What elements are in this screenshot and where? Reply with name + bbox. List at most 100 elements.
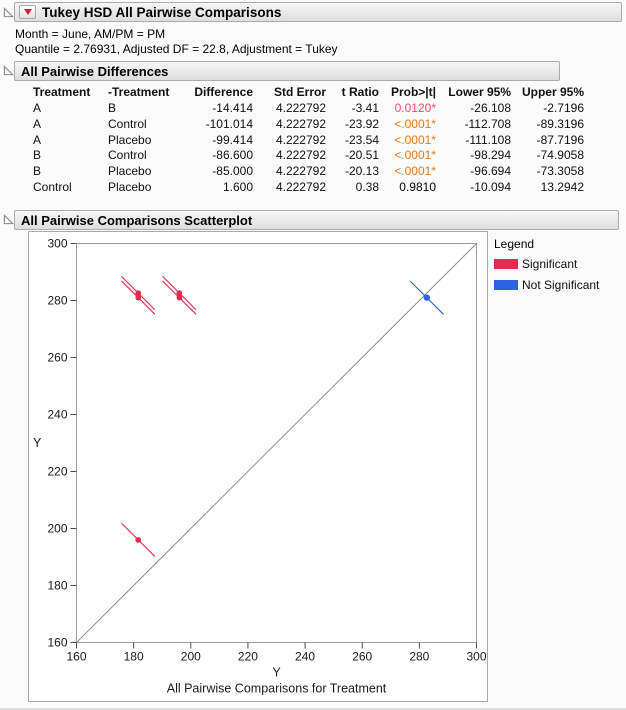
x-tick-label: 240: [295, 650, 315, 664]
table-cell: 4.222792: [275, 132, 326, 147]
scatter-point[interactable]: [135, 537, 142, 543]
column-header: Difference: [194, 85, 253, 99]
prob-cell: <.0001*: [394, 148, 436, 163]
prob-cell: 0.9810: [399, 179, 436, 194]
differences-section-header[interactable]: All Pairwise Differences: [14, 61, 560, 81]
table-cell: -20.51: [344, 148, 379, 163]
table-row: A Control -101.014 4.222792 -23.92 <.0001* -11…: [30, 117, 584, 133]
where-clause-line1: Month = June, AM/PM = PM: [15, 27, 166, 41]
table-cell: 1.600: [222, 179, 253, 194]
pairwise-scatterplot[interactable]: 160 180 200 220 240 260 280 300 160 180 200 220 240 2…: [29, 232, 487, 701]
column-header: Upper 95%: [521, 85, 584, 99]
not-significant-color-swatch: [494, 280, 518, 290]
table-cell: -111.108: [465, 132, 511, 147]
column-header: Std Error: [273, 85, 326, 99]
quantile-line: Quantile = 2.76931, Adjusted DF = 22.8, …: [15, 42, 338, 56]
column-header: Treatment: [33, 85, 91, 99]
disclosure-open-icon[interactable]: [3, 214, 14, 225]
scatterplot-section-title: All Pairwise Comparisons Scatterplot: [21, 212, 253, 228]
table-cell: -20.13: [344, 164, 379, 179]
table-row: Control Placebo 1.600 4.222792 0.38 0.9810 -10…: [30, 180, 584, 196]
column-header: t Ratio: [341, 85, 379, 99]
scatter-point[interactable]: [135, 294, 142, 301]
x-tick-label: 220: [238, 650, 258, 664]
table-cell: -99.414: [212, 132, 253, 147]
table-cell: -14.414: [212, 101, 253, 115]
identity-line: [76, 243, 477, 643]
y-tick-label: 180: [47, 579, 67, 593]
main-outline-header[interactable]: Tukey HSD All Pairwise Comparisons: [14, 2, 622, 22]
y-tick-label: 300: [47, 237, 67, 251]
x-axis-sub-label: All Pairwise Comparisons for Treatment: [167, 682, 387, 696]
table-cell: Control: [108, 148, 147, 163]
y-tick-label: 200: [47, 522, 67, 536]
table-cell: -96.694: [470, 164, 511, 179]
table-row: B Control -86.600 4.222792 -20.51 <.0001* -98.…: [30, 148, 584, 164]
x-tick-label: 260: [352, 650, 372, 664]
x-tick-label: 160: [66, 650, 86, 664]
scatter-point[interactable]: [135, 290, 142, 296]
y-axis-label: Y: [33, 436, 42, 450]
scatterplot-section-header[interactable]: All Pairwise Comparisons Scatterplot: [14, 210, 619, 230]
column-header: Prob>|t|: [390, 85, 436, 99]
table-cell: -73.3058: [536, 164, 584, 179]
table-cell: A: [33, 132, 42, 147]
column-header: -Treatment: [108, 85, 170, 99]
table-cell: B: [33, 148, 42, 163]
table-header-row: Treatment -Treatment Difference Std Error t …: [30, 84, 584, 101]
table-cell: -89.3196: [536, 116, 584, 131]
table-row: B Placebo -85.000 4.222792 -20.13 <.0001* -96.…: [30, 164, 584, 180]
table-cell: -2.7196: [543, 101, 584, 115]
x-tick-label: 180: [124, 650, 144, 664]
scatter-point[interactable]: [423, 294, 430, 301]
table-cell: -23.54: [344, 132, 379, 147]
table-cell: 4.222792: [275, 179, 326, 194]
column-header: Lower 95%: [448, 85, 511, 99]
pairwise-differences-table: Treatment -Treatment Difference Std Error t …: [30, 84, 584, 196]
table-cell: A: [33, 101, 42, 115]
legend-title: Legend: [494, 237, 535, 251]
table-cell: Control: [33, 179, 72, 194]
y-tick-label: 160: [47, 636, 67, 650]
table-cell: A: [33, 116, 42, 131]
differences-section-title: All Pairwise Differences: [21, 63, 169, 79]
disclosure-open-icon[interactable]: [3, 7, 14, 18]
table-cell: 4.222792: [275, 148, 326, 163]
table-row: A Placebo -99.414 4.222792 -23.54 <.0001* -111…: [30, 133, 584, 149]
table-cell: 4.222792: [275, 101, 326, 115]
table-cell: 4.222792: [275, 116, 326, 131]
scatter-point[interactable]: [176, 290, 183, 296]
table-cell: B: [33, 164, 42, 179]
x-tick-label: 280: [409, 650, 429, 664]
table-cell: Control: [108, 116, 147, 131]
report-title: Tukey HSD All Pairwise Comparisons: [42, 4, 282, 20]
y-tick-label: 280: [47, 294, 67, 308]
disclosure-open-icon[interactable]: [3, 65, 14, 76]
table-cell: 0.38: [355, 179, 379, 194]
y-tick-label: 240: [47, 408, 67, 422]
significant-color-swatch: [494, 259, 518, 269]
legend-item-significant[interactable]: Significant: [494, 257, 599, 271]
table-cell: -101.014: [205, 116, 253, 131]
table-row: A B -14.414 4.222792 -3.41 0.0120* -26.108 -2.7…: [30, 101, 584, 117]
table-cell: Placebo: [108, 179, 152, 194]
table-cell: -23.92: [344, 116, 379, 131]
prob-cell: <.0001*: [394, 116, 436, 131]
legend-item-not-significant[interactable]: Not Significant: [494, 278, 599, 292]
table-cell: 13.2942: [540, 179, 584, 194]
y-tick-label: 220: [47, 465, 67, 479]
window-bottom-edge: [0, 708, 626, 710]
table-cell: -87.7196: [536, 132, 584, 147]
scatter-point[interactable]: [176, 294, 183, 301]
prob-cell: <.0001*: [394, 132, 436, 147]
table-cell: -74.9058: [536, 148, 584, 163]
plot-frame[interactable]: [76, 243, 477, 643]
x-tick-label: 200: [181, 650, 201, 664]
x-tick-label: 300: [466, 650, 486, 664]
scatterplot-panel: 160 180 200 220 240 260 280 300 160 180 200 220 240 2…: [28, 231, 488, 702]
table-cell: -85.000: [212, 164, 253, 179]
table-cell: -3.41: [351, 101, 379, 115]
prob-cell: <.0001*: [394, 164, 436, 179]
table-cell: Placebo: [108, 164, 152, 179]
red-triangle-menu-icon[interactable]: [19, 5, 36, 19]
